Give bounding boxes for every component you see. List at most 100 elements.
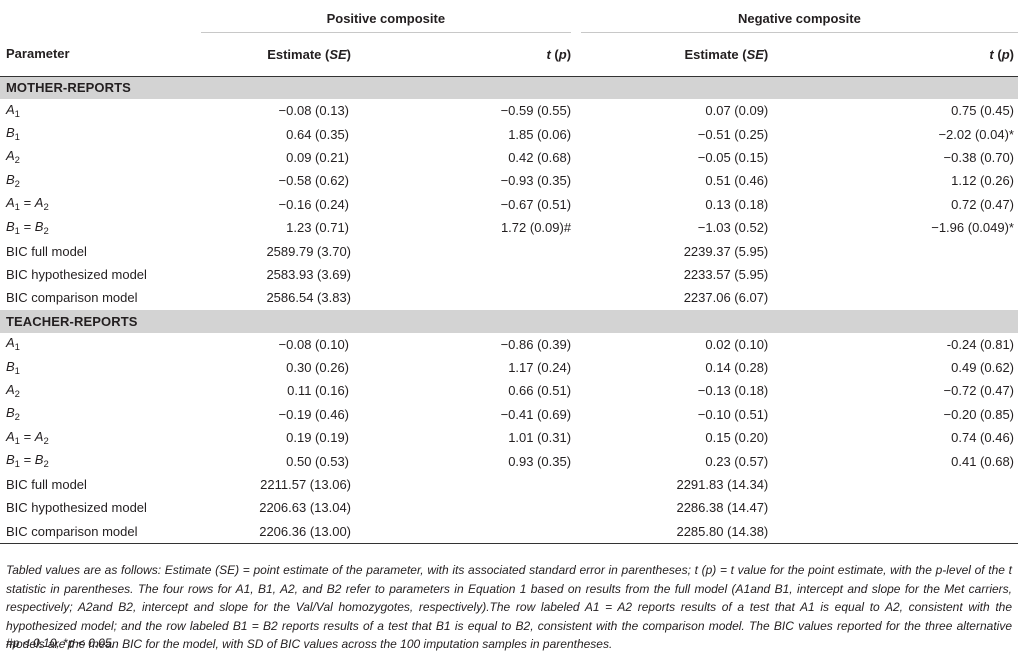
pos-estimate-cell: −0.58 (0.62)	[278, 173, 350, 189]
table-footnote: Tabled values are as follows: Estimate (…	[6, 563, 1012, 652]
spacer-cell	[351, 286, 571, 309]
neg-estimate-cell: −1.03 (0.52)	[697, 220, 769, 236]
neg-t-cell: 1.12 (0.26)	[951, 173, 1014, 189]
pos-t-cell: −0.41 (0.69)	[500, 406, 572, 422]
neg-t-cell: −1.96 (0.049)*	[931, 220, 1014, 236]
pos-bic-cell: 2586.54 (3.83)	[266, 290, 352, 306]
spacer-cell	[768, 520, 1018, 543]
parameter-cell: A1 = A2	[6, 428, 49, 447]
bic-label-cell: BIC full model	[6, 243, 87, 259]
neg-estimate-cell: 0.14 (0.28)	[705, 360, 769, 376]
pos-t-cell: 1.01 (0.31)	[508, 430, 572, 446]
neg-t-cell: 0.41 (0.68)	[951, 453, 1014, 469]
spacer-cell	[768, 496, 1018, 519]
spacer-cell	[571, 473, 581, 496]
neg-t-cell: 0.74 (0.46)	[951, 430, 1014, 446]
bic-label-cell: BIC hypothesized model	[6, 266, 147, 282]
pos-estimate-cell: 0.09 (0.21)	[286, 149, 350, 165]
table-body: MOTHER-REPORTS A1 −0.08 (0.13) −0.59 (0.55)…	[0, 76, 1018, 544]
table-row: A1 −0.08 (0.10) −0.86 (0.39) 0.02 (0.10) -0.…	[0, 333, 1018, 356]
spacer-cell	[768, 263, 1018, 286]
spacer-cell	[571, 496, 581, 519]
neg-bic-cell: 2285.80 (14.38)	[676, 523, 769, 539]
pos-estimate-cell: 0.19 (0.19)	[286, 430, 350, 446]
pos-t-cell: 0.93 (0.35)	[508, 453, 572, 469]
pos-t-cell: −0.93 (0.35)	[500, 173, 572, 189]
parameter-cell: B2	[6, 405, 20, 424]
table-row: A2 0.09 (0.21) 0.42 (0.68) −0.05 (0.15) −0.3…	[0, 146, 1018, 169]
neg-bic-cell: 2237.06 (6.07)	[683, 290, 769, 306]
spacer-cell	[768, 473, 1018, 496]
spacer-cell	[768, 239, 1018, 262]
bic-label-cell: BIC comparison model	[6, 523, 138, 539]
neg-t-cell: −0.38 (0.70)	[943, 149, 1014, 165]
pos-estimate-cell: −0.08 (0.10)	[278, 336, 350, 352]
parameter-header: Parameter	[6, 46, 70, 62]
pos-bic-cell: 2211.57 (13.06)	[260, 477, 352, 493]
neg-bic-cell: 2291.83 (14.34)	[676, 477, 769, 493]
spacer-cell	[571, 239, 581, 262]
parameter-cell: B1	[6, 358, 20, 377]
bic-row: BIC comparison model 2586.54 (3.83) 2237.0…	[0, 286, 1018, 309]
bic-row: BIC comparison model 2206.36 (13.00) 2285.…	[0, 520, 1018, 544]
bic-row: BIC hypothesized model 2206.63 (13.04) 228…	[0, 496, 1018, 519]
pos-t-cell: 1.85 (0.06)	[508, 126, 572, 142]
neg-estimate-cell: 0.07 (0.09)	[705, 103, 769, 119]
neg-bic-cell: 2239.37 (5.95)	[683, 243, 769, 259]
pos-t-cell: −0.59 (0.55)	[500, 103, 572, 119]
parameter-cell: A2	[6, 148, 20, 167]
neg-estimate-cell: 0.15 (0.20)	[705, 430, 769, 446]
neg-t-cell: -0.24 (0.81)	[946, 336, 1014, 352]
results-table: Positive composite Negative composite Pa…	[0, 0, 1018, 544]
group-header-row: Positive composite Negative composite	[0, 0, 1018, 33]
pos-estimate-cell: 0.11 (0.16)	[287, 383, 350, 399]
significance-note: #p < 0.10, *p < 0.05.	[6, 636, 115, 650]
table-row: B1 = B2 1.23 (0.71) 1.72 (0.09)# −1.03 (0.5…	[0, 216, 1018, 239]
pos-estimate-cell: −0.19 (0.46)	[278, 406, 350, 422]
spacer-cell	[571, 216, 581, 239]
spacer-cell	[571, 379, 581, 402]
pos-estimate-cell: 0.64 (0.35)	[286, 126, 350, 142]
neg-estimate-cell: −0.10 (0.51)	[697, 406, 769, 422]
parameter-cell: A1	[6, 335, 20, 354]
table-row: B1 = B2 0.50 (0.53) 0.93 (0.35) 0.23 (0.57)…	[0, 449, 1018, 472]
spacer-cell	[571, 263, 581, 286]
pos-bic-cell: 2589.79 (3.70)	[266, 243, 352, 259]
pos-t-cell: −0.86 (0.39)	[500, 336, 572, 352]
table-row: A1 = A2 −0.16 (0.24) −0.67 (0.51) 0.13 (0.1…	[0, 193, 1018, 216]
table-row: A1 = A2 0.19 (0.19) 1.01 (0.31) 0.15 (0.20)…	[0, 426, 1018, 449]
spacer-cell	[351, 239, 571, 262]
section-header-row: MOTHER-REPORTS	[0, 76, 1018, 99]
bic-label-cell: BIC full model	[6, 477, 87, 493]
neg-t-cell: −2.02 (0.04)*	[938, 126, 1014, 142]
pos-estimate-cell: 0.50 (0.53)	[286, 453, 350, 469]
neg-t-cell: −0.20 (0.85)	[943, 406, 1014, 422]
table-row: B1 0.64 (0.35) 1.85 (0.06) −0.51 (0.25) −2.0…	[0, 122, 1018, 145]
pos-t-cell: 0.66 (0.51)	[508, 383, 572, 399]
pos-estimate-header: Estimate (SE)	[267, 46, 352, 62]
parameter-cell: B1 = B2	[6, 218, 49, 237]
pos-estimate-cell: −0.08 (0.13)	[278, 103, 350, 119]
neg-bic-cell: 2286.38 (14.47)	[676, 500, 769, 516]
spacer-cell	[351, 496, 571, 519]
neg-t-header: t (p)	[989, 46, 1014, 62]
spacer-cell	[571, 122, 581, 145]
spacer-cell	[571, 356, 581, 379]
spacer-cell	[571, 520, 581, 543]
spacer-cell	[571, 286, 581, 309]
parameter-cell: A1	[6, 101, 20, 120]
neg-t-cell: −0.72 (0.47)	[943, 383, 1014, 399]
spacer-cell	[768, 286, 1018, 309]
table-row: B2 −0.58 (0.62) −0.93 (0.35) 0.51 (0.46) 1.1…	[0, 169, 1018, 192]
neg-t-cell: 0.75 (0.45)	[951, 103, 1014, 119]
pos-bic-cell: 2206.36 (13.00)	[259, 523, 352, 539]
neg-estimate-header: Estimate (SE)	[684, 46, 769, 62]
pos-bic-cell: 2206.63 (13.04)	[259, 500, 352, 516]
parameter-cell: B2	[6, 171, 20, 190]
section-header-row: TEACHER-REPORTS	[0, 309, 1018, 333]
table-row: B1 0.30 (0.26) 1.17 (0.24) 0.14 (0.28) 0.49 …	[0, 356, 1018, 379]
pos-bic-cell: 2583.93 (3.69)	[266, 266, 352, 282]
spacer-cell	[351, 520, 571, 543]
column-header-row: Parameter Estimate (SE) t (p) Estimate (…	[0, 32, 1018, 76]
